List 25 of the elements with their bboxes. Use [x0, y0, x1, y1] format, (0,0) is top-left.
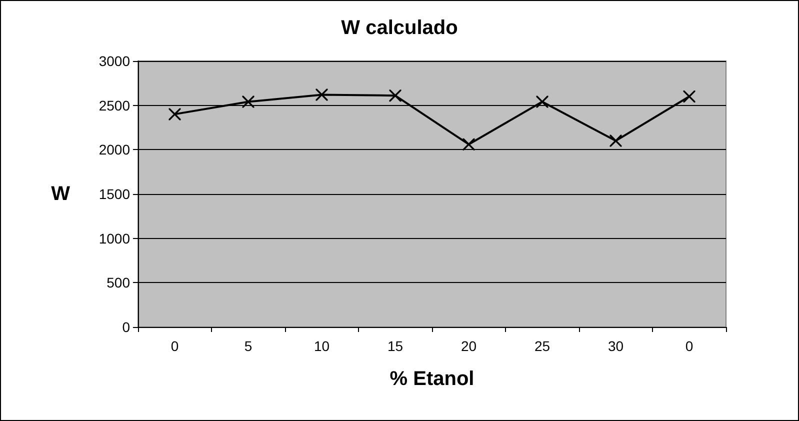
point: [316, 88, 328, 101]
point: [610, 134, 622, 147]
y-tick-label: 500: [106, 274, 130, 291]
y-axis-title: W: [51, 183, 70, 205]
x-tick-label: 20: [460, 338, 477, 354]
chart-title: W calculado: [341, 17, 458, 39]
x-axis-title: % Etanol: [390, 368, 474, 390]
x-tick-label: 25: [534, 338, 550, 354]
y-tick-label: 1000: [98, 230, 130, 246]
x-tick-label: 0: [170, 338, 179, 354]
point: [389, 90, 402, 102]
y-tick-label: 2500: [98, 97, 130, 114]
point: [536, 96, 548, 108]
point: [242, 96, 254, 108]
x-tick-label: 10: [314, 338, 330, 354]
x-tick-label: 5: [244, 338, 252, 354]
y-tick-label: 2000: [98, 142, 130, 158]
x-tick-label: 15: [387, 338, 404, 354]
y-tick-label: 0: [122, 319, 130, 335]
point: [462, 138, 475, 150]
y-tick-label: 3000: [98, 53, 130, 69]
x-tick-label: 0: [685, 338, 694, 354]
y-tick-label: 1500: [98, 186, 130, 202]
point: [168, 108, 181, 120]
x-tick-label: 30: [608, 338, 624, 354]
